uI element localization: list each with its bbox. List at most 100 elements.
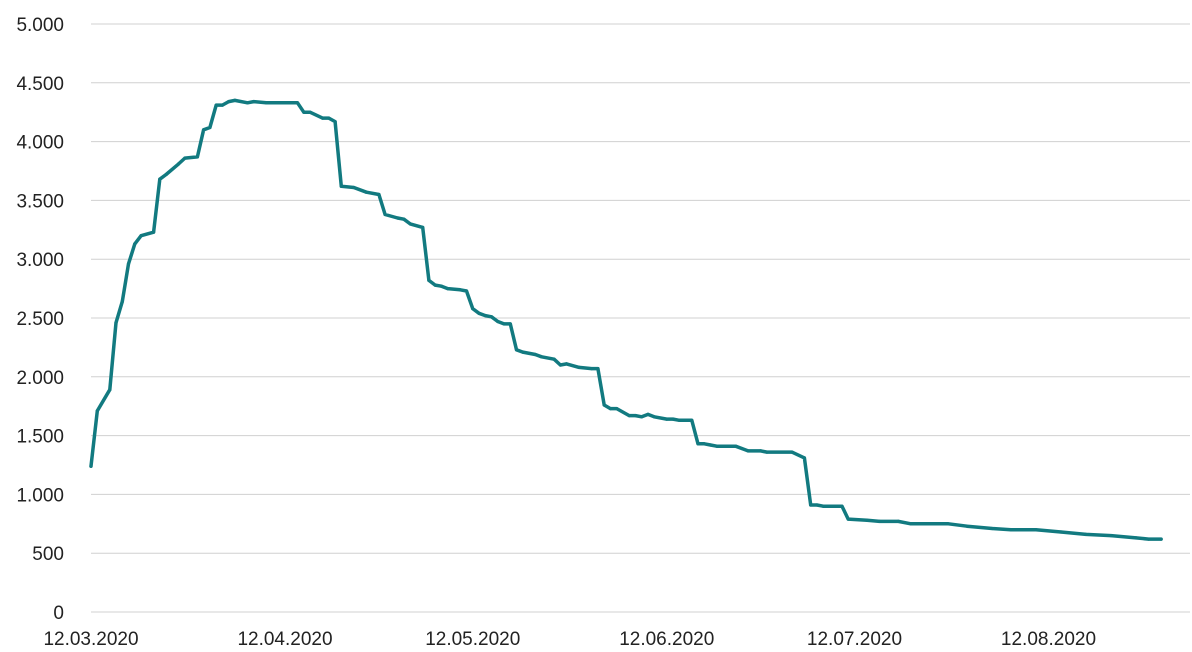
data-point xyxy=(333,120,337,124)
data-point xyxy=(402,217,406,221)
data-point xyxy=(126,262,131,266)
data-point xyxy=(909,522,913,526)
data-point xyxy=(264,101,268,105)
x-axis-tick-labels: 12.03.2020 12.04.2020 12.05.2020 12.06.2020… xyxy=(43,629,1096,650)
data-point xyxy=(183,156,187,160)
data-point xyxy=(421,225,425,229)
data-point xyxy=(177,162,181,166)
data-point xyxy=(815,503,819,507)
data-point xyxy=(521,350,525,354)
y-tick-label: 500 xyxy=(32,544,64,565)
data-point xyxy=(508,322,512,326)
data-point xyxy=(746,449,750,453)
data-point xyxy=(1034,528,1038,532)
data-point xyxy=(677,418,681,422)
data-point xyxy=(696,442,700,446)
data-point xyxy=(164,172,168,177)
data-point xyxy=(765,450,769,454)
data-point xyxy=(865,518,869,522)
y-tick-label: 2.000 xyxy=(16,368,64,389)
data-point xyxy=(790,450,794,454)
data-point xyxy=(840,504,844,508)
data-point xyxy=(640,415,644,419)
data-point xyxy=(1009,528,1013,532)
data-point xyxy=(646,412,650,416)
series-points xyxy=(89,98,1163,541)
data-point xyxy=(533,352,537,357)
data-point xyxy=(483,314,487,318)
data-point xyxy=(502,322,506,326)
data-point xyxy=(489,315,494,319)
data-point xyxy=(477,311,481,315)
data-point xyxy=(558,363,563,367)
data-point xyxy=(471,307,475,311)
data-point xyxy=(220,103,224,107)
data-point xyxy=(339,184,343,188)
data-point xyxy=(627,414,631,418)
data-point xyxy=(496,319,500,324)
y-tick-label: 0 xyxy=(53,603,64,624)
data-point xyxy=(965,524,969,528)
data-point xyxy=(133,242,137,246)
data-point xyxy=(233,98,237,102)
data-point xyxy=(252,100,256,104)
data-point xyxy=(590,367,594,371)
data-point xyxy=(202,128,206,132)
y-tick-label: 1.500 xyxy=(16,427,64,448)
data-point xyxy=(715,444,719,448)
x-tick-label: 12.03.2020 xyxy=(43,629,138,650)
y-tick-label: 3.500 xyxy=(16,191,64,212)
data-point xyxy=(946,522,951,526)
data-point xyxy=(458,288,462,292)
data-point xyxy=(95,409,99,413)
data-point xyxy=(245,101,250,105)
data-point xyxy=(320,116,325,120)
data-point xyxy=(295,101,300,105)
data-point xyxy=(652,415,656,419)
data-point xyxy=(152,230,156,234)
data-point xyxy=(214,103,218,107)
y-tick-label: 5.000 xyxy=(16,15,64,36)
y-tick-label: 1.000 xyxy=(16,485,64,506)
data-point xyxy=(114,321,118,325)
x-tick-label: 12.06.2020 xyxy=(619,629,714,650)
data-point xyxy=(608,407,613,411)
data-point xyxy=(427,278,431,282)
y-tick-label: 2.500 xyxy=(16,309,64,330)
data-point xyxy=(158,177,162,181)
data-point xyxy=(208,125,212,130)
data-point xyxy=(540,355,544,359)
data-point xyxy=(990,526,994,531)
y-tick-label: 4.500 xyxy=(16,74,64,95)
y-tick-label: 4.000 xyxy=(16,133,64,154)
data-point xyxy=(195,155,199,159)
data-point xyxy=(396,216,400,220)
data-point xyxy=(446,287,450,291)
data-point xyxy=(1084,532,1088,537)
data-point xyxy=(89,464,93,468)
y-axis-tick-labels: 0 500 1.000 1.500 2.000 2.500 3.000 3.500 4.000 4… xyxy=(16,15,64,624)
data-point xyxy=(759,449,763,453)
x-tick-label: 12.04.2020 xyxy=(237,629,332,650)
data-point xyxy=(734,444,738,448)
data-point xyxy=(671,417,675,421)
data-point xyxy=(708,443,713,447)
data-point xyxy=(302,110,306,114)
data-point xyxy=(552,357,556,361)
data-point xyxy=(740,446,744,451)
data-point xyxy=(308,110,312,114)
data-point xyxy=(327,116,331,120)
grid-lines xyxy=(91,23,1190,613)
data-point xyxy=(289,101,293,105)
data-point xyxy=(1147,537,1151,541)
data-point xyxy=(596,367,600,371)
y-tick-label: 3.000 xyxy=(16,250,64,271)
data-point xyxy=(602,403,606,407)
data-point xyxy=(120,299,124,304)
data-point xyxy=(690,418,694,422)
data-point xyxy=(802,456,807,460)
data-point xyxy=(565,362,569,366)
data-point xyxy=(364,190,368,194)
data-point xyxy=(1059,530,1063,534)
